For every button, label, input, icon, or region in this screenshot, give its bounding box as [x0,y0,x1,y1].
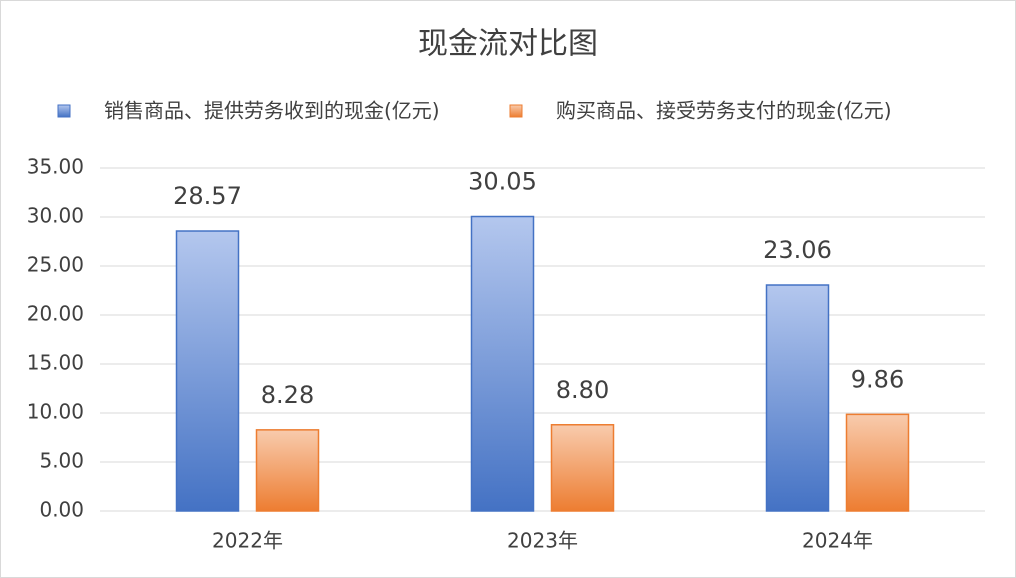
bar [845,413,910,512]
bar [765,284,830,512]
y-tick-label: 25.00 [27,253,84,277]
x-tick-label: 2024年 [802,529,873,553]
bar [550,424,615,512]
y-tick-label: 15.00 [27,351,84,375]
data-label: 23.06 [763,236,832,264]
legend-label: 购买商品、接受劳务支付的现金(亿元) [556,99,892,123]
data-label: 9.86 [851,365,904,393]
x-tick-label: 2023年 [507,529,578,553]
bar [470,215,535,512]
legend-swatch [57,104,71,118]
bar [175,230,240,512]
data-label: 30.05 [468,168,537,196]
y-tick-label: 0.00 [39,498,84,522]
data-label: 8.80 [556,376,609,404]
data-label: 8.28 [261,381,314,409]
bar [255,429,320,512]
y-tick-label: 30.00 [27,204,84,228]
y-tick-label: 35.00 [27,155,84,179]
y-tick-label: 10.00 [27,400,84,424]
legend-label: 销售商品、提供劳务收到的现金(亿元) [104,99,440,123]
chart-title: 现金流对比图 [418,27,598,62]
data-label: 28.57 [173,182,242,210]
x-tick-label: 2022年 [212,529,283,553]
y-tick-label: 5.00 [39,449,84,473]
y-tick-label: 20.00 [27,302,84,326]
legend-swatch [509,104,523,118]
